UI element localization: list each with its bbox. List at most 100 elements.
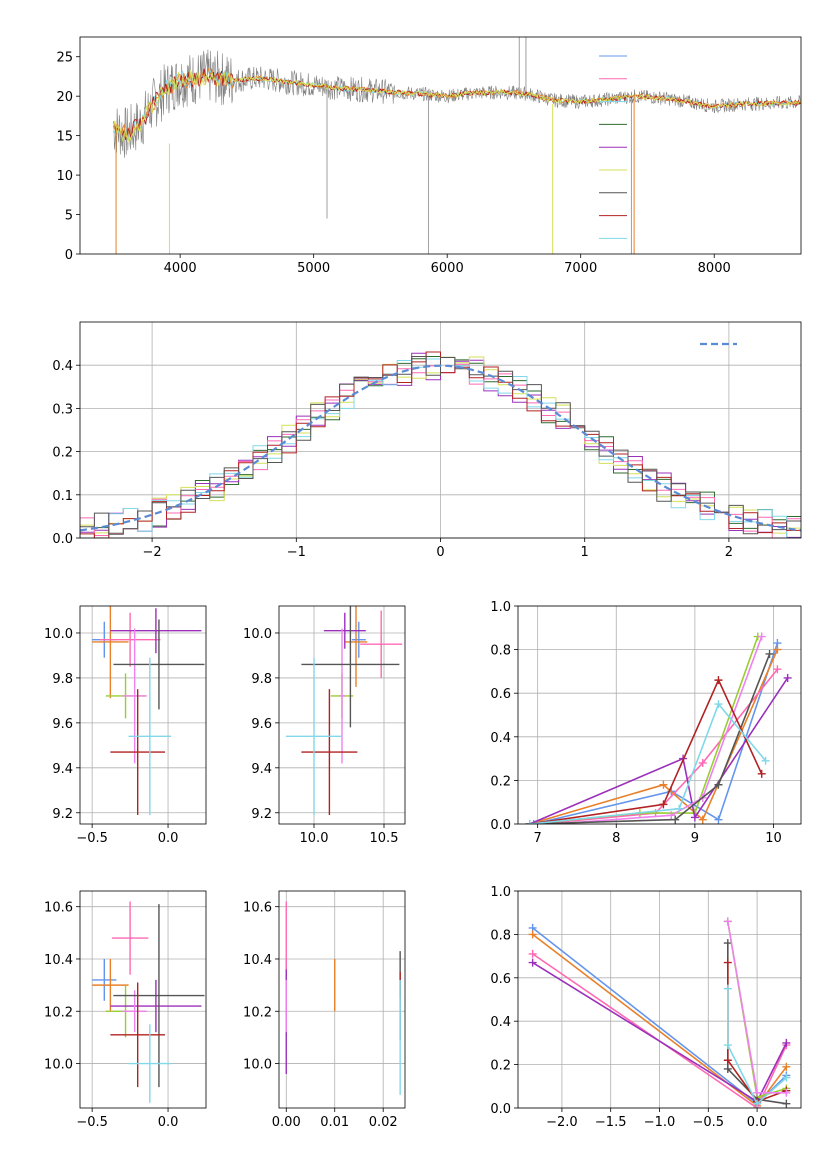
y-tick-label: 0.6 (490, 972, 511, 987)
panel-mass-vs-EBV: 0.00 0.01 0.02 10.0 10.2 10.4 10.6 (243, 890, 406, 1130)
data-marker (659, 800, 668, 809)
y-tick-label: 10.2 (44, 1005, 73, 1020)
plot-area (286, 606, 403, 816)
x-tick-label: 10.5 (370, 831, 399, 846)
mass-weight-line (529, 702, 767, 824)
y-tick-label: 20 (56, 90, 73, 105)
data-marker (723, 1064, 732, 1073)
y-tick-label: 9.2 (251, 807, 272, 822)
x-tick-label: 0.02 (369, 1115, 398, 1130)
y-tick-label: 0.0 (52, 532, 73, 547)
axes-frame (517, 605, 802, 825)
data-marker (723, 1056, 732, 1065)
data-marker (529, 820, 538, 824)
x-tick-label: 8000 (698, 261, 731, 276)
x-tick-label: −0.5 (76, 1115, 108, 1130)
data-marker (723, 984, 732, 993)
axes-frame (79, 605, 207, 825)
normal-curve (80, 364, 801, 532)
plot-area (92, 606, 205, 816)
y-tick-label: 9.8 (251, 672, 272, 687)
y-tick-label: 0 (65, 248, 73, 263)
histogram-step (80, 356, 801, 538)
y-tick-label: 0.1 (52, 489, 73, 504)
y-tick-label: 15 (56, 130, 73, 145)
mass-weight-line (529, 653, 771, 824)
y-tick-label: 9.8 (52, 672, 73, 687)
x-tick-label: −1.0 (644, 1115, 676, 1130)
data-marker (765, 649, 774, 658)
y-tick-label: 10.6 (243, 901, 272, 916)
x-tick-label: 8 (612, 831, 620, 846)
y-tick-label: 10.0 (44, 627, 73, 642)
data-marker (528, 930, 537, 939)
x-tick-label: 10.0 (300, 831, 329, 846)
data-marker (714, 676, 723, 685)
data-marker (714, 700, 723, 709)
data-marker (761, 756, 770, 765)
mass-weight-line (529, 636, 759, 824)
data-marker (782, 1062, 791, 1071)
y-tick-label: 9.2 (52, 807, 73, 822)
data-marker (753, 1099, 762, 1108)
y-tick-label: 1.0 (490, 600, 511, 615)
y-tick-label: 10.0 (44, 1058, 73, 1073)
x-tick-label: −1.5 (595, 1115, 627, 1130)
data-marker (723, 1041, 732, 1050)
y-tick-label: 9.4 (251, 762, 272, 777)
y-tick-label: 9.4 (52, 762, 73, 777)
plot-area (285, 901, 401, 1095)
axes-frame (79, 321, 802, 539)
data-marker (783, 673, 792, 682)
y-tick-label: 0.4 (490, 731, 511, 746)
y-tick-label: 10.2 (243, 1005, 272, 1020)
x-tick-label: 0.0 (158, 831, 179, 846)
x-tick-label: 0.0 (158, 1115, 179, 1130)
data-marker (714, 780, 723, 789)
panel-mass-weight-vs-age: 7 8 9 10 0.0 0.2 0.4 0.6 0.8 1.0 (490, 600, 802, 846)
data-marker (528, 949, 537, 958)
x-tick-label: −0.5 (693, 1115, 725, 1130)
x-tick-label: 7000 (564, 261, 597, 276)
axes-frame (79, 36, 802, 255)
y-tick-label: 0.8 (490, 644, 511, 659)
plot-area (92, 901, 205, 1103)
panel-age-vs-Z: −0.5 0.0 9.2 9.4 9.6 9.8 10.0 (44, 605, 207, 846)
plot-area (525, 632, 792, 824)
data-marker (723, 917, 732, 926)
mass-weight-line (533, 642, 779, 824)
data-marker (753, 1088, 762, 1097)
y-tick-label: 9.6 (251, 717, 272, 732)
y-tick-label: 0.0 (490, 1102, 511, 1117)
y-tick-label: 10.4 (243, 953, 272, 968)
mass-weight-line (532, 953, 788, 1108)
x-tick-label: 4000 (164, 261, 197, 276)
data-marker (675, 804, 684, 813)
y-tick-label: 0.3 (52, 402, 73, 417)
data-marker (782, 1099, 791, 1108)
mass-weight-line (529, 678, 763, 824)
x-tick-label: 0.0 (747, 1115, 768, 1130)
x-tick-label: 10 (765, 831, 782, 846)
y-tick-label: 0.0 (490, 818, 511, 833)
y-tick-label: 10 (56, 169, 73, 184)
y-tick-label: 9.6 (52, 717, 73, 732)
y-tick-label: 0.8 (490, 928, 511, 943)
data-marker (667, 811, 676, 820)
data-marker (659, 780, 668, 789)
data-marker (690, 813, 699, 822)
y-tick-label: 10.0 (243, 627, 272, 642)
data-marker (714, 815, 723, 824)
x-tick-label: 5000 (297, 261, 330, 276)
y-tick-label: 0.2 (490, 1059, 511, 1074)
data-marker (528, 958, 537, 967)
x-tick-label: 2 (725, 545, 733, 560)
x-tick-label: 1 (581, 545, 589, 560)
y-tick-label: 5 (65, 209, 73, 224)
panel-age-vs-mass: 10.0 10.5 9.2 9.4 9.6 9.8 10.0 (243, 605, 406, 846)
data-marker (782, 1088, 791, 1097)
x-tick-label: 0 (436, 545, 444, 560)
data-marker (782, 1073, 791, 1082)
y-tick-label: 10.6 (44, 901, 73, 916)
histogram-step (80, 351, 801, 538)
